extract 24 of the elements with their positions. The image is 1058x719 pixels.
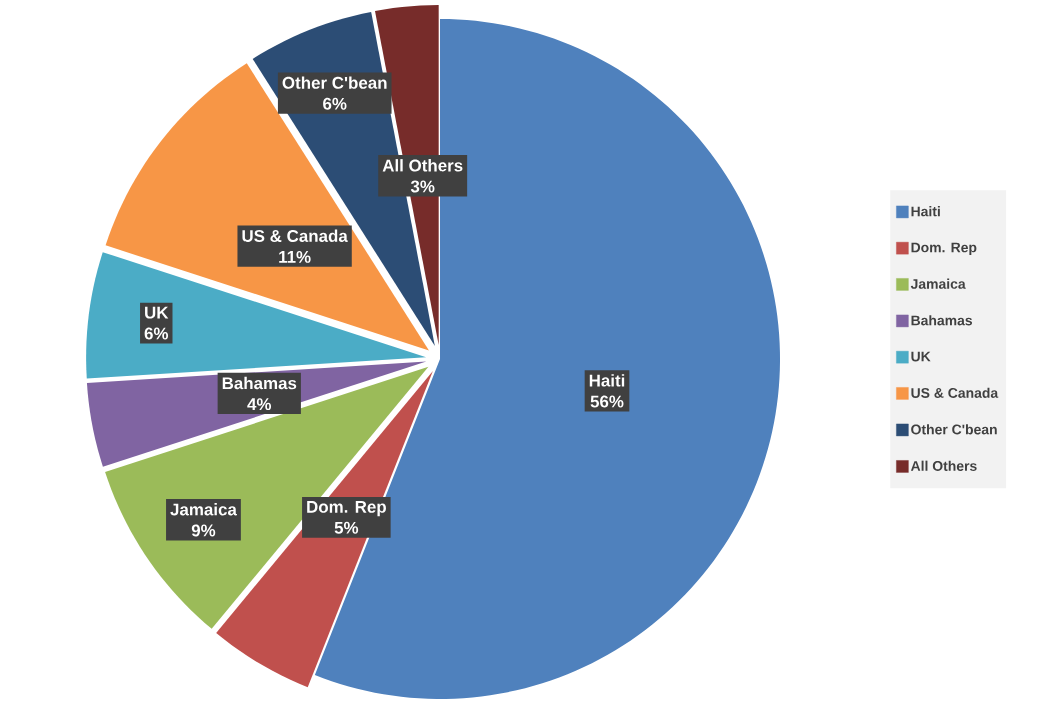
data-label: 9% [191, 524, 216, 537]
legend-label: Bahamas [911, 315, 973, 326]
legend-label: Dom. Rep [911, 242, 977, 256]
data-label: 5% [334, 521, 359, 534]
legend-label: Jamaica [910, 278, 966, 289]
legend-label: All Others [910, 460, 977, 471]
slice-label: Haiti [589, 374, 625, 387]
data-label: 6% [323, 97, 347, 110]
data-label: 11% [279, 250, 311, 263]
slice-label: Bahamas [222, 376, 297, 390]
slice-label: Dom. Rep [307, 500, 386, 517]
slice-label: All Others [382, 159, 463, 172]
data-label: 3% [410, 180, 435, 193]
data-label: 56% [590, 395, 624, 408]
slice-label: Other C'bean [282, 76, 387, 89]
legend-label: Haiti [911, 206, 940, 217]
legend-label: Other C'bean [911, 424, 997, 435]
legend-label: UK [911, 351, 931, 362]
legend-label: US & Canada [911, 387, 999, 398]
slice-label: Jamaica [170, 503, 237, 516]
slice-label: US & Canada [242, 229, 348, 242]
data-label: 6% [144, 327, 169, 340]
data-label: 4% [247, 398, 272, 411]
slice-label: UK [145, 306, 169, 319]
